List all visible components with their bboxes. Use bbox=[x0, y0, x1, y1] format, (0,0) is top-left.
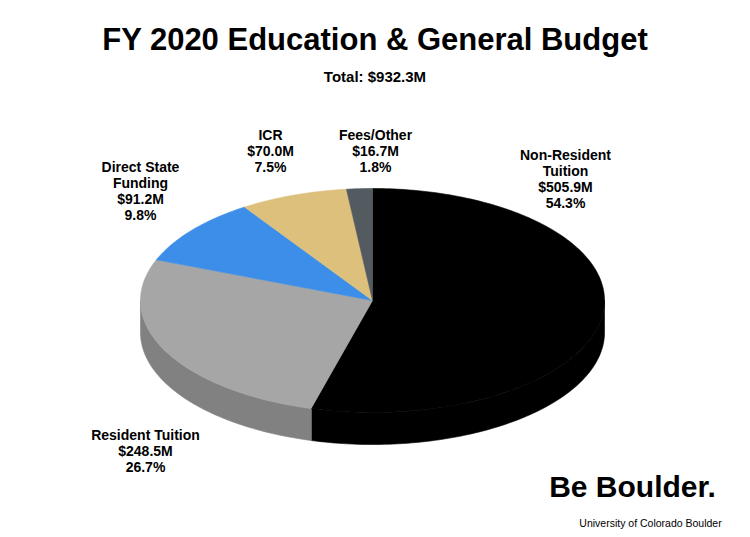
svg-text:Direct StateFunding$91.2M9.8%: Direct StateFunding$91.2M9.8% bbox=[102, 159, 180, 223]
svg-text:Be Boulder.: Be Boulder. bbox=[549, 470, 716, 503]
svg-text:ICR$70.0M7.5%: ICR$70.0M7.5% bbox=[247, 127, 294, 175]
html-text:FY 2020 Education & General Bu: FY 2020 Education & General Budget bbox=[102, 22, 648, 57]
svg-text:Resident Tuition$248.5M26.7%: Resident Tuition$248.5M26.7% bbox=[91, 427, 200, 475]
svg-text:Fees/Other$16.7M1.8%: Fees/Other$16.7M1.8% bbox=[339, 127, 413, 175]
svg-text:University of Colorado Boulder: University of Colorado Boulder bbox=[579, 517, 722, 529]
html-text:Total: $932.3M: Total: $932.3M bbox=[323, 68, 427, 85]
svg-text:Non-ResidentTuition$505.9M54.3: Non-ResidentTuition$505.9M54.3% bbox=[520, 147, 611, 211]
